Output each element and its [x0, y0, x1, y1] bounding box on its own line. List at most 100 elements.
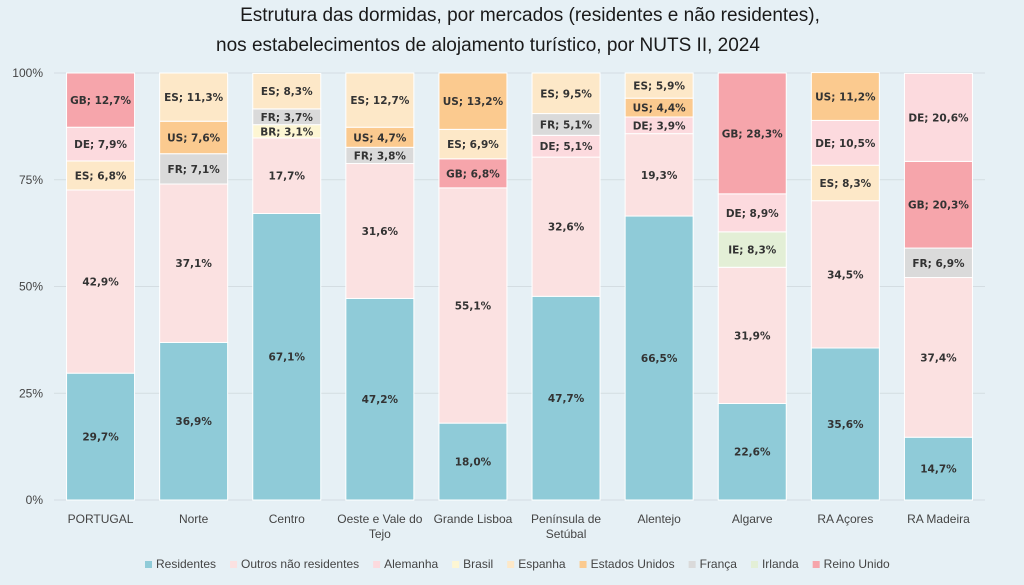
x-tick-label: Centro: [269, 512, 305, 526]
bar-segment-es: [438, 128, 508, 160]
y-tick-label: 100%: [12, 66, 43, 80]
bar-segment-out: [345, 163, 415, 299]
bar-segment-es: [810, 164, 880, 202]
bar-segment-us: [810, 72, 880, 121]
x-tick-label: Tejo: [369, 527, 391, 541]
data-label: 34,5%: [827, 269, 864, 281]
data-label: ES; 9,5%: [540, 88, 592, 100]
legend-swatch: [230, 561, 238, 568]
data-label: ES; 12,7%: [350, 95, 409, 107]
bar-segment-fr: [903, 247, 973, 279]
bar-segment-es: [159, 72, 229, 122]
data-label: 32,6%: [548, 222, 585, 234]
bar-segment-out: [810, 200, 880, 349]
bar-segment-out: [903, 277, 973, 438]
bar-segment-res: [903, 436, 973, 501]
legend-label: Estados Unidos: [591, 557, 675, 571]
data-label: 47,7%: [548, 393, 585, 405]
data-label: ES; 11,3%: [164, 92, 223, 104]
bar-segment-res: [717, 402, 787, 501]
data-label: 17,7%: [269, 171, 306, 183]
data-label: FR; 3,8%: [354, 150, 407, 162]
data-label: 47,2%: [362, 394, 399, 406]
data-label: DE; 7,9%: [74, 139, 127, 151]
bar-segment-de: [717, 193, 787, 233]
legend: Residentes Outros não residentes Alemanha B…: [145, 557, 890, 571]
data-label: ES; 8,3%: [261, 86, 313, 98]
data-label: FR; 5,1%: [540, 119, 593, 131]
legend-swatch: [507, 561, 515, 568]
x-tick-label: Grande Lisboa: [434, 512, 513, 526]
bar-segment-es: [531, 72, 601, 115]
data-label: ES; 6,8%: [75, 170, 127, 182]
legend-label: França: [700, 557, 738, 571]
legend-swatch: [750, 561, 758, 568]
bar-segment-out: [66, 189, 136, 374]
data-label: ES; 5,9%: [633, 81, 685, 93]
bar-segment-de: [66, 126, 136, 162]
bar-segment-gb: [717, 72, 787, 195]
legend-swatch: [373, 561, 381, 568]
legend-label: Brasil: [463, 557, 493, 571]
bar-segment-out: [531, 156, 601, 297]
data-label: GB; 28,3%: [722, 128, 783, 140]
data-label: FR; 3,7%: [261, 112, 314, 124]
y-tick-label: 75%: [19, 173, 43, 187]
legend-swatch: [145, 561, 152, 568]
legend-swatch: [452, 561, 460, 568]
bar-segment-gb: [438, 158, 508, 189]
x-tick-label: Península de: [531, 512, 601, 526]
x-tick-label: Algarve: [732, 512, 773, 526]
data-label: BR; 3,1%: [260, 126, 314, 138]
data-label: DE; 5,1%: [540, 141, 593, 153]
chart-title: Estrutura das dormidas, por mercados (re…: [240, 5, 820, 26]
data-label: ES; 8,3%: [819, 178, 871, 190]
data-label: IE; 8,3%: [728, 245, 777, 257]
data-label: DE; 10,5%: [815, 138, 876, 150]
x-tick-label: Setúbal: [546, 527, 587, 541]
data-label: 31,6%: [362, 226, 399, 238]
data-label: US; 4,7%: [353, 132, 407, 144]
data-label: 18,0%: [455, 457, 492, 469]
y-tick-label: 0%: [26, 493, 44, 507]
bar-segment-out: [438, 187, 508, 424]
data-label: US; 11,2%: [815, 91, 876, 103]
y-axis: 0% 25% 50% 75% 100%: [12, 66, 43, 507]
data-label: FR; 7,1%: [168, 164, 221, 176]
legend-swatch: [579, 561, 587, 568]
data-label: FR; 6,9%: [912, 258, 965, 270]
bar-segment-de: [903, 72, 973, 162]
data-label: DE; 20,6%: [908, 112, 969, 124]
legend-label: Alemanha: [384, 557, 438, 571]
data-label: US; 4,4%: [633, 103, 687, 115]
data-label: US; 13,2%: [443, 96, 504, 108]
bar-segment-es: [252, 72, 322, 110]
chart-subtitle: nos estabelecimentos de alojamento turís…: [216, 35, 760, 56]
data-label: 22,6%: [734, 447, 771, 459]
bar-segment-gb: [66, 72, 136, 128]
data-label: DE; 3,9%: [633, 120, 686, 132]
data-label: 37,4%: [920, 352, 957, 364]
legend-label: Residentes: [156, 557, 216, 571]
data-label: 35,6%: [827, 419, 864, 431]
legend-label: Reino Unido: [824, 557, 890, 571]
data-label: US; 7,6%: [167, 132, 221, 144]
bar-segment-us: [438, 72, 508, 130]
legend-label: Irlanda: [762, 557, 799, 571]
x-tick-label: RA Madeira: [907, 512, 970, 526]
bar-segment-out: [252, 137, 322, 214]
bar-segment-res: [345, 297, 415, 501]
x-tick-label: RA Açores: [817, 512, 873, 526]
bar-segment-res: [66, 372, 136, 501]
x-tick-label: Oeste e Vale do: [337, 512, 422, 526]
data-label: 37,1%: [175, 258, 212, 270]
data-label: 36,9%: [175, 416, 212, 428]
legend-label: Outros não residentes: [241, 557, 359, 571]
bar-segment-es: [624, 72, 694, 99]
data-label: 14,7%: [920, 464, 957, 476]
data-label: GB; 6,8%: [446, 168, 500, 180]
bar-segment-fr: [159, 153, 229, 185]
bar-segment-ie: [717, 231, 787, 268]
